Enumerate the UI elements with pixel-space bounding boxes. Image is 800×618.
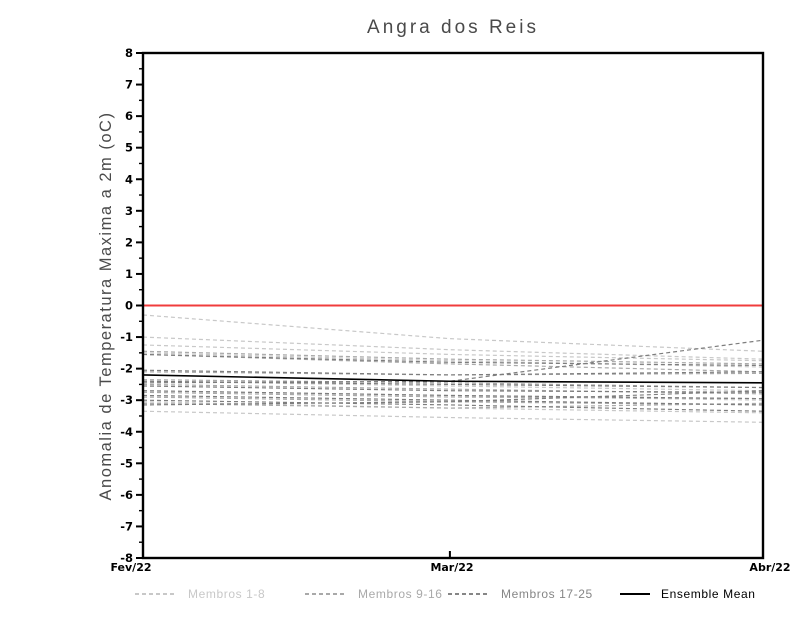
y-tick-label: -7: [120, 519, 133, 533]
legend-item-ensemble-mean: Ensemble Mean: [620, 586, 756, 602]
y-tick-label: 7: [125, 78, 133, 92]
legend-item-membros-17-25: Membros 17-25: [448, 586, 593, 602]
y-tick-label: -2: [120, 362, 133, 376]
legend-label: Membros 1-8: [188, 587, 266, 601]
chart-title: Angra dos Reis: [367, 17, 539, 38]
y-tick-label: 6: [125, 109, 133, 123]
solid-line-swatch: [620, 593, 650, 595]
legend-label: Membros 9-16: [358, 587, 443, 601]
dashed-line-swatch: [305, 593, 347, 595]
y-tick-label: 2: [125, 235, 133, 249]
legend: Membros 1-8 Membros 9-16 Membros 17-25 E…: [0, 586, 800, 606]
dashed-line-swatch: [448, 593, 490, 595]
y-tick-label: 8: [125, 46, 133, 60]
x-tick-label-fev: Fev/22: [110, 561, 152, 574]
legend-item-membros-1-8: Membros 1-8: [135, 586, 265, 602]
legend-label: Membros 17-25: [501, 587, 593, 601]
y-tick-label: -8: [120, 551, 133, 565]
dashed-line-swatch: [135, 593, 177, 595]
y-tick-label: -6: [120, 488, 133, 502]
ensemble-member-line-group1: [142, 314, 764, 352]
y-tick-label: 5: [125, 141, 133, 155]
y-tick-label: -4: [120, 425, 133, 439]
legend-label: Ensemble Mean: [661, 587, 756, 601]
y-tick-label: -5: [120, 456, 133, 470]
x-tick-label-mar: Mar/22: [430, 561, 474, 574]
y-tick-label: 1: [125, 267, 133, 281]
y-tick-label: -3: [120, 393, 133, 407]
y-tick-label: -1: [120, 330, 133, 344]
y-tick-label: 4: [125, 172, 133, 186]
x-tick-label-abr: Abr/22: [749, 561, 791, 574]
ensemble-mean-line: [142, 374, 764, 384]
y-tick-label: 0: [125, 299, 133, 313]
legend-item-membros-9-16: Membros 9-16: [305, 586, 443, 602]
ensemble-member-line-group1: [142, 410, 764, 423]
y-tick-label: 3: [125, 204, 133, 218]
